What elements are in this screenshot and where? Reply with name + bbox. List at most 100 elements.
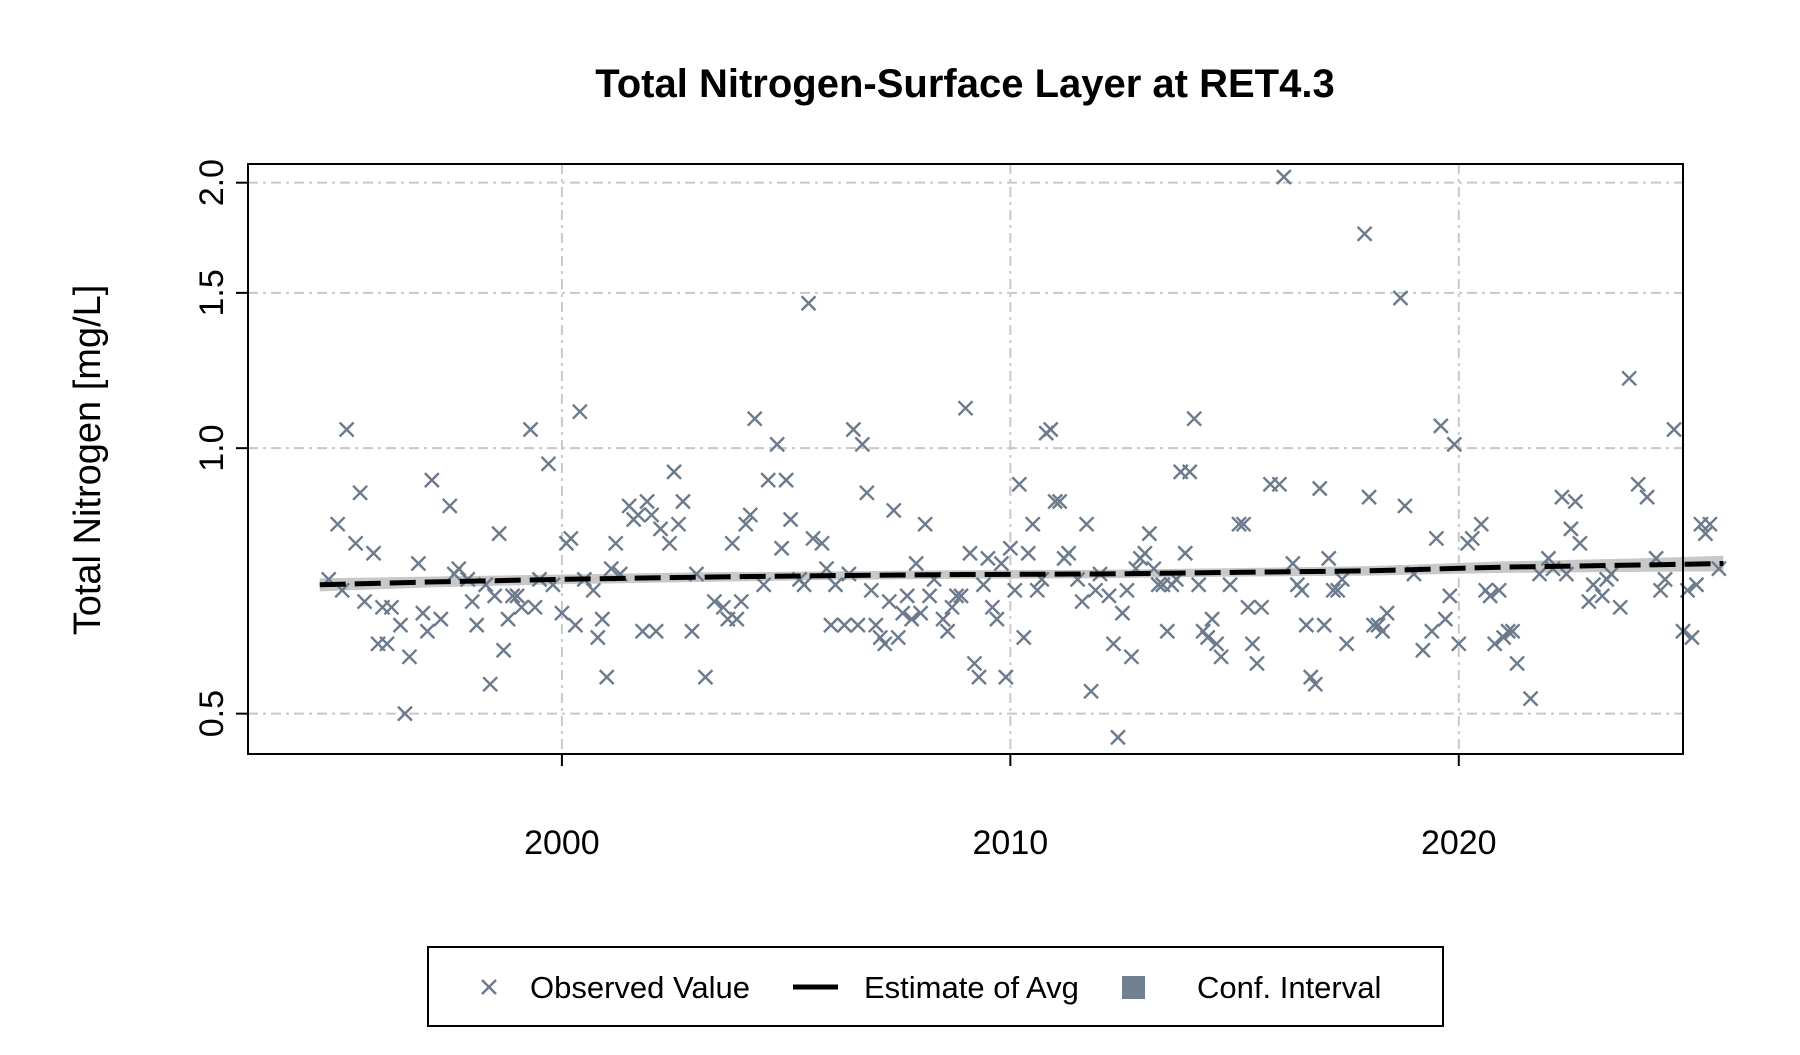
- observed-point: [1181, 464, 1198, 480]
- observed-point: [1397, 498, 1413, 514]
- observed-point: [648, 623, 664, 640]
- observed-point-stroke: [1244, 635, 1261, 652]
- observed-point-stroke: [1554, 489, 1570, 505]
- observed-point-stroke: [957, 400, 974, 417]
- observed-point-stroke: [850, 617, 866, 633]
- observed-point: [782, 511, 799, 528]
- observed-point-stroke: [1002, 540, 1019, 557]
- observed-point-stroke: [890, 629, 907, 646]
- observed-point: [1356, 225, 1373, 242]
- observed-point-stroke: [742, 507, 759, 523]
- observed-point-stroke: [1159, 623, 1176, 640]
- observed-point-stroke: [1190, 576, 1207, 593]
- observed-point: [1186, 410, 1203, 427]
- observed-point-stroke: [1181, 464, 1198, 480]
- observed-point: [670, 516, 687, 533]
- observed-point: [540, 455, 557, 472]
- legend-observed-label: Observed Value: [530, 970, 750, 1005]
- observed-point: [1437, 611, 1454, 627]
- observed-point-stroke: [415, 605, 431, 622]
- observed-point: [1199, 629, 1216, 646]
- observed-point: [962, 545, 978, 562]
- observed-point-stroke: [1302, 669, 1319, 685]
- observed-point: [1320, 550, 1337, 567]
- observed-point: [1563, 521, 1579, 537]
- observed-point-stroke: [778, 472, 794, 488]
- observed-point: [953, 588, 969, 604]
- observed-point-stroke: [1580, 593, 1597, 610]
- observed-point-stroke: [540, 455, 557, 472]
- observed-point-stroke: [1325, 582, 1342, 599]
- observed-point: [1110, 729, 1126, 746]
- observed-point-stroke: [1231, 516, 1247, 533]
- observed-point: [1293, 582, 1310, 599]
- observed-point-stroke: [1450, 635, 1467, 652]
- observed-point-stroke: [1500, 623, 1516, 640]
- observed-point-stroke: [1293, 582, 1310, 599]
- observed-point: [1522, 690, 1539, 707]
- observed-point-stroke: [697, 669, 714, 685]
- observed-point-stroke: [1594, 588, 1611, 604]
- observed-point: [989, 611, 1005, 627]
- observed-point-stroke: [782, 511, 799, 528]
- observed-point-stroke: [1612, 599, 1629, 616]
- observed-point: [1585, 576, 1602, 593]
- observed-point-stroke: [545, 576, 561, 593]
- y-tick-label-0.5: 0.5: [193, 690, 231, 737]
- legend-box: [427, 946, 1444, 1027]
- observed-point-stroke: [495, 642, 512, 659]
- observed-point-stroke: [1078, 516, 1095, 533]
- observed-point: [675, 493, 691, 510]
- observed-point-stroke: [1011, 476, 1028, 493]
- observed-point: [876, 635, 893, 652]
- observed-point: [778, 472, 794, 488]
- observed-point-stroke: [908, 555, 925, 572]
- observed-point: [509, 588, 525, 604]
- observed-point: [755, 576, 772, 593]
- observed-point-stroke: [899, 588, 916, 604]
- observed-point-stroke: [1276, 169, 1292, 185]
- observed-point: [1015, 629, 1032, 646]
- observed-point: [1311, 480, 1328, 497]
- observed-point: [1276, 169, 1292, 185]
- observed-point: [482, 676, 499, 693]
- observed-point: [1365, 617, 1382, 633]
- observed-point-stroke: [1110, 729, 1126, 746]
- observed-point: [383, 599, 400, 616]
- observed-point: [1482, 588, 1499, 604]
- observed-point-stroke: [755, 576, 772, 593]
- observed-point: [1074, 593, 1090, 610]
- observed-point: [733, 593, 750, 610]
- observed-point: [464, 593, 481, 610]
- observed-point: [1603, 566, 1620, 582]
- observed-point: [567, 617, 584, 633]
- observed-point-stroke: [1060, 545, 1077, 562]
- observed-point: [908, 555, 925, 572]
- observed-point-stroke: [1356, 225, 1373, 242]
- observed-point: [1024, 516, 1041, 533]
- observed-point-stroke: [980, 550, 996, 567]
- observed-point-stroke: [621, 498, 638, 514]
- observed-point-stroke: [728, 611, 745, 627]
- observed-point-stroke: [1540, 550, 1557, 567]
- observed-point: [1011, 476, 1028, 493]
- observed-point-stroke: [1666, 421, 1682, 438]
- observed-point-stroke: [477, 576, 494, 593]
- observed-point-stroke: [1105, 635, 1122, 652]
- observed-point-stroke: [1567, 493, 1584, 510]
- observed-point: [890, 629, 907, 646]
- observed-point-stroke: [1051, 493, 1068, 510]
- observed-point: [1123, 648, 1140, 665]
- observed-point: [1240, 599, 1256, 616]
- observed-point-stroke: [1029, 582, 1046, 599]
- observed-point: [415, 605, 431, 622]
- observed-point-stroke: [1033, 571, 1050, 588]
- observed-point: [1271, 476, 1288, 493]
- observed-point-stroke: [1083, 683, 1099, 700]
- observed-point: [397, 705, 413, 722]
- observed-point: [1446, 436, 1463, 453]
- estimate-line-path: [319, 560, 1724, 588]
- observed-point-stroke: [1119, 582, 1135, 599]
- observed-point: [365, 545, 382, 562]
- observed-point: [1285, 555, 1301, 572]
